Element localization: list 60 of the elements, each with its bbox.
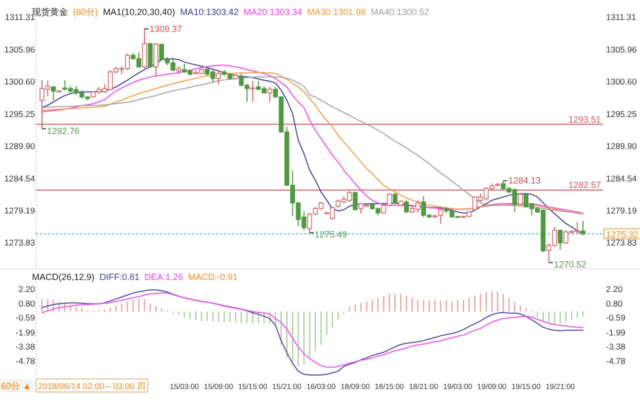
text: MA10:1303.42 (180, 7, 239, 17)
annotation: 1284.13 (508, 176, 541, 186)
y-tick-label: 0.80 (18, 298, 36, 308)
y-tick-label: 1305.96 (4, 44, 36, 54)
annotation: 1275.49 (314, 230, 348, 240)
y-tick-label: -4.78 (16, 356, 36, 366)
y2-tick-label: 1284.54 (606, 173, 637, 184)
y2-tick-label: 2.20 (606, 284, 623, 294)
ref-line-label: 1282.57 (568, 180, 601, 190)
y2-tick-label: 1311.31 (606, 12, 636, 22)
chart-title: MACD(26,12,9) (32, 272, 95, 282)
text: MA40:1300.52 (370, 7, 430, 17)
y-tick-label: 1300.60 (4, 76, 36, 87)
y-tick-label: -1.99 (16, 327, 36, 338)
candlestick (558, 229, 563, 250)
chart-title: 现货黄金 (32, 7, 68, 17)
chart-subtitle: (60分) (73, 7, 98, 17)
annotation: 1309.37 (150, 24, 182, 34)
candlestick (250, 80, 256, 102)
candlestick (142, 28, 147, 70)
y2-tick-label: -0.59 (606, 312, 626, 323)
y-tick-label: 1289.90 (4, 141, 36, 152)
legend-title: MA1(10,20,30,40) (103, 7, 176, 17)
candlestick (438, 208, 444, 224)
y2-tick-label: 1295.25 (606, 108, 637, 119)
y2-tick-label: 1300.60 (606, 76, 637, 87)
candlestick (352, 191, 358, 211)
candlestick (518, 193, 523, 206)
y-tick-label: 1279.19 (4, 205, 36, 216)
y2-tick-label: -1.99 (606, 327, 626, 338)
candlestick (580, 220, 586, 236)
y-tick-label: 2.20 (18, 284, 36, 294)
annotation: 1292.76 (47, 126, 80, 136)
ref-line-label: 1275.32 (606, 229, 639, 240)
y-tick-label: 1284.54 (4, 173, 36, 184)
annotation: MACD:-0.91 (188, 272, 238, 282)
y-tick-label: -3.38 (16, 342, 36, 352)
candlestick (216, 70, 221, 85)
series-label: DEA:1.26 (144, 272, 184, 282)
annotation: 1270.52 (554, 260, 586, 270)
y2-tick-label: 1305.96 (606, 44, 637, 54)
y-tick-label: 1273.83 (4, 238, 36, 248)
candlestick (50, 86, 56, 101)
text: MA30:1301.98 (307, 7, 366, 17)
y2-tick-label: -4.78 (606, 356, 626, 366)
y-tick-label: -0.59 (16, 312, 36, 323)
candlestick (153, 42, 158, 77)
candlestick (404, 200, 409, 214)
y2-tick-label: 1273.83 (606, 238, 637, 248)
text: 2018/06/14 02:00～03:00 四 (38, 381, 146, 391)
text: MA20:1303.34 (244, 7, 302, 17)
y-tick-label: 1295.25 (4, 108, 36, 119)
ref-line-label: 1293.51 (568, 114, 601, 124)
y2-tick-label: -3.38 (606, 342, 626, 352)
y2-tick-label: 1289.90 (606, 141, 637, 152)
candlestick (267, 86, 272, 102)
y2-tick-label: 0.80 (606, 298, 623, 308)
text: 60分 ▲ (1, 381, 32, 391)
series-label: DIFF:0.81 (100, 272, 140, 282)
y2-tick-label: 1279.19 (606, 205, 637, 216)
